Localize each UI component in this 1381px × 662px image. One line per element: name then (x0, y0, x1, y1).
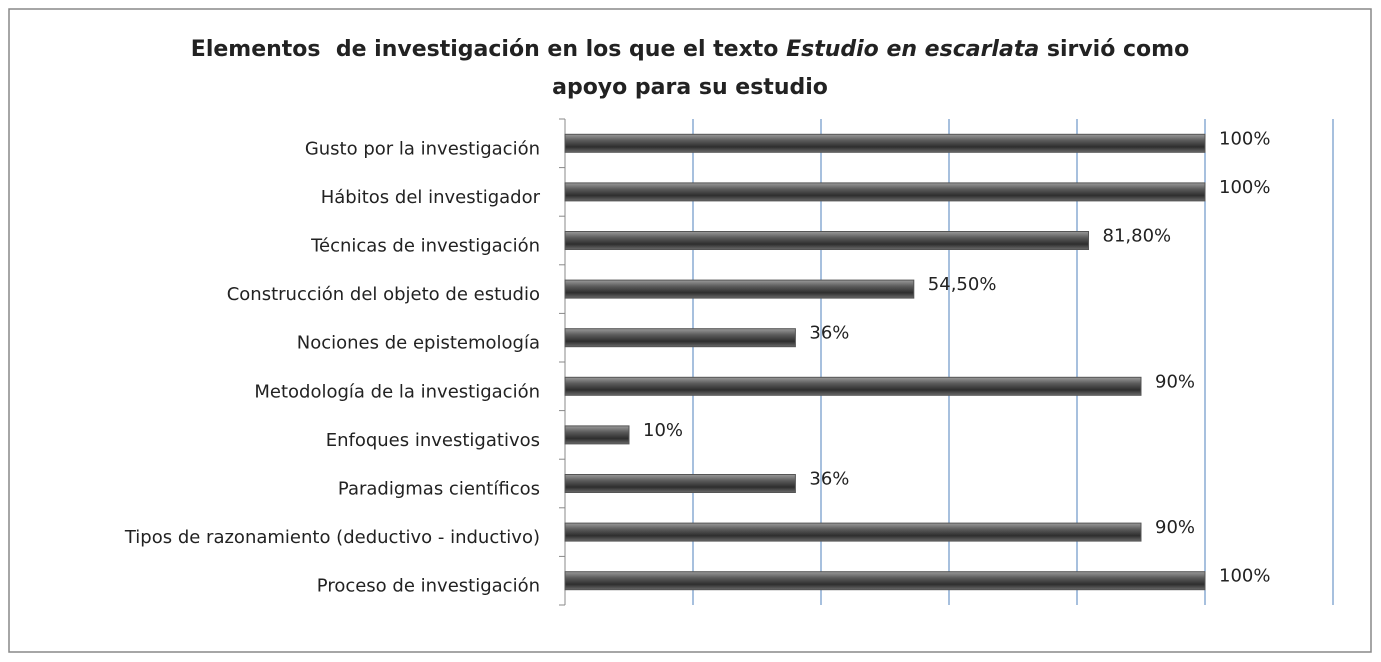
y-tick-label: Enfoques investigativos (326, 430, 540, 451)
bar (564, 328, 796, 348)
bar (564, 182, 1206, 202)
chart-title: Elementos de investigación en los que el… (191, 37, 1189, 62)
value-label: 81,80% (1103, 226, 1172, 247)
value-label: 90% (1155, 371, 1195, 392)
y-tick-label: Tipos de razonamiento (deductivo - induc… (124, 527, 540, 548)
bar (564, 522, 1142, 542)
y-tick-label: Proceso de investigación (317, 576, 540, 597)
value-label: 90% (1155, 517, 1195, 538)
y-tick-label: Paradigmas científicos (338, 479, 540, 500)
bar (564, 231, 1090, 250)
bar (564, 376, 1142, 396)
value-label: 10% (643, 420, 683, 441)
chart-title: apoyo para su estudio (552, 75, 828, 100)
bar (564, 133, 1206, 153)
y-tick-label: Metodología de la investigación (254, 381, 540, 402)
value-label: 100% (1219, 177, 1270, 198)
bar (564, 571, 1206, 591)
bar (564, 474, 796, 493)
y-tick-label: Hábitos del investigador (321, 187, 541, 208)
bar (564, 279, 915, 299)
value-label: 100% (1219, 566, 1270, 587)
y-tick-label: Gusto por la investigación (305, 138, 540, 159)
value-label: 36% (809, 469, 849, 490)
bar (564, 425, 630, 445)
value-label: 54,50% (928, 274, 997, 295)
y-tick-label: Construcción del objeto de estudio (227, 284, 540, 305)
y-tick-label: Técnicas de investigación (310, 236, 540, 257)
value-label: 36% (809, 323, 849, 344)
y-tick-label: Nociones de epistemología (297, 333, 540, 354)
value-label: 100% (1219, 128, 1270, 149)
